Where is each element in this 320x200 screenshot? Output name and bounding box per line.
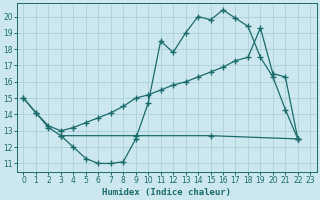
X-axis label: Humidex (Indice chaleur): Humidex (Indice chaleur) — [102, 188, 231, 197]
